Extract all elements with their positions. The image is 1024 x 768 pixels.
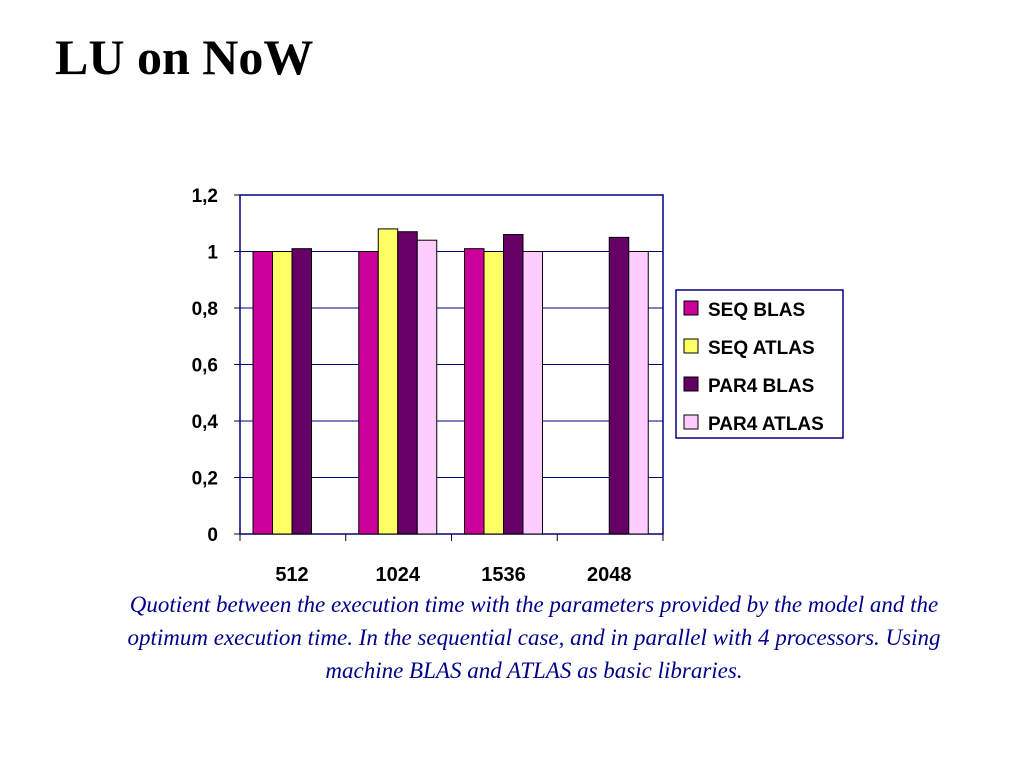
legend-label-seq-blas: SEQ BLAS [708,300,805,321]
legend-label-seq-atlas: SEQ ATLAS [708,338,815,359]
y-tick-label: 0,2 [192,469,218,490]
y-tick-label: 0,8 [192,299,218,320]
legend-swatch-par4-atlas [683,414,699,430]
x-category-label: 2048 [587,564,632,586]
bar-par4-atlas-1024 [416,239,438,535]
bar-par4-atlas-1536 [522,251,543,535]
bar-par4-blas-1536 [503,234,524,535]
bar-par4-blas-512 [291,248,312,535]
y-tick-label: 0 [207,525,218,546]
chart-caption: Quotient between the execution time with… [127,592,941,683]
bar-seq-atlas-512 [272,251,293,535]
y-tick-label: 1,2 [192,186,218,207]
bar-par4-blas-1024 [397,231,418,535]
bar-seq-blas-512 [252,251,273,535]
bar-seq-blas-1024 [358,251,379,535]
legend-label-par4-blas: PAR4 BLAS [708,376,814,397]
bar-par4-blas-2048 [608,236,630,535]
x-category-label: 1024 [376,564,421,586]
legend-swatch-seq-blas [683,300,699,316]
y-tick-label: 1 [207,243,218,264]
legend [675,289,844,439]
bar-par4-atlas-2048 [628,251,649,535]
bar-seq-blas-1536 [464,248,485,535]
legend-swatch-par4-blas [683,376,699,392]
x-category-label: 1536 [481,564,526,586]
bar-seq-atlas-1024 [377,228,399,535]
y-tick-label: 0,4 [192,412,219,433]
legend-label-par4-atlas: PAR4 ATLAS [708,414,824,435]
bar-seq-atlas-1536 [483,251,504,535]
legend-swatch-seq-atlas [683,338,699,354]
slide-title: LU on NoW [55,29,314,85]
y-tick-label: 0,6 [192,356,218,377]
x-category-label: 512 [275,564,308,586]
